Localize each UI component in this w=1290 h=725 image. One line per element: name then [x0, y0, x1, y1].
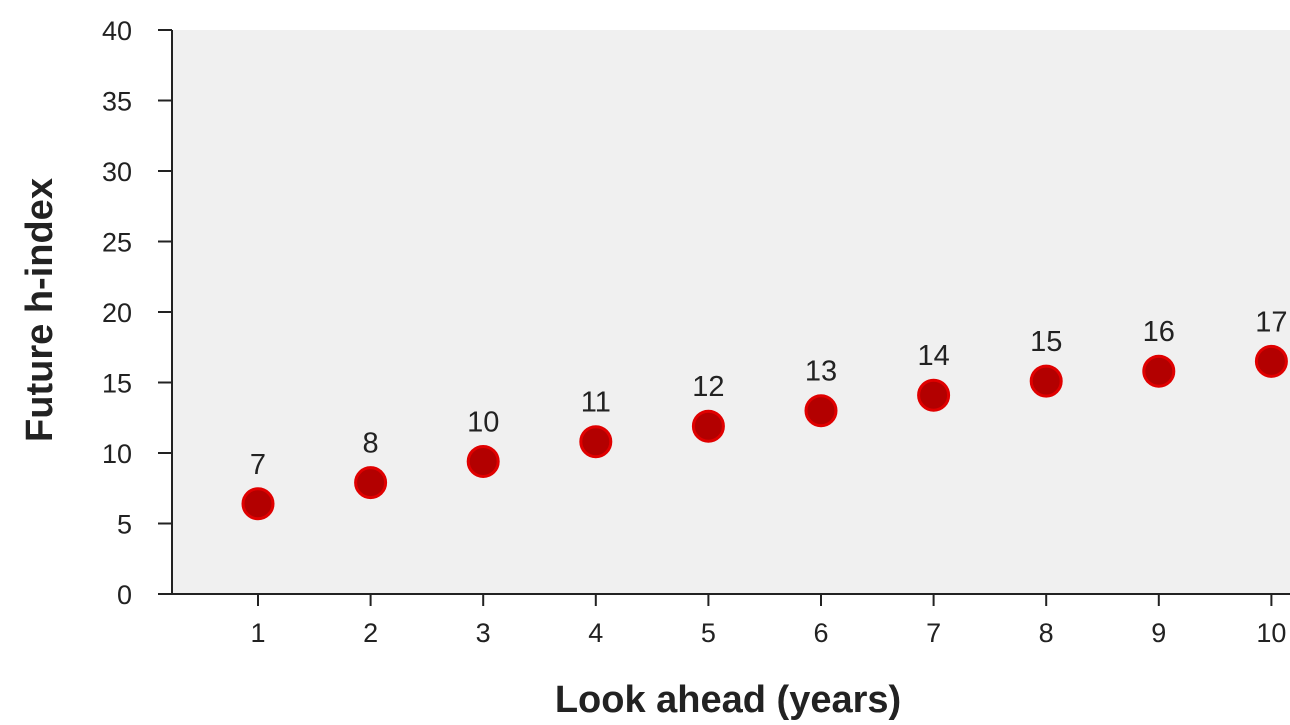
data-label: 8	[363, 428, 379, 460]
data-point	[579, 425, 613, 459]
y-tick-label: 15	[102, 369, 132, 399]
y-axis: 0 5 10 15 20 25 30 35 40	[102, 16, 172, 610]
data-label: 10	[467, 406, 499, 438]
data-label: 14	[917, 340, 949, 372]
data-point	[691, 409, 725, 443]
x-tick-label: 3	[476, 618, 491, 648]
x-tick-label: 5	[701, 618, 716, 648]
y-tick-label: 10	[102, 439, 132, 469]
y-tick-label: 40	[102, 16, 132, 46]
data-labels: 7 8 10 11 12 13 14 15 16 17	[250, 306, 1288, 480]
data-label: 17	[1255, 306, 1287, 338]
y-tick-label: 0	[117, 580, 132, 610]
x-tick-label: 4	[588, 618, 603, 648]
x-tick-label: 7	[926, 618, 941, 648]
data-point	[917, 378, 951, 412]
plot-background	[172, 30, 1290, 594]
data-label: 13	[805, 356, 837, 388]
x-tick-label: 10	[1256, 618, 1286, 648]
x-axis: 1 2 3 4 5 6 7 8 9 10	[250, 594, 1286, 648]
x-tick-label: 1	[250, 618, 265, 648]
data-point	[466, 444, 500, 478]
y-tick-label: 5	[117, 510, 132, 540]
data-label: 15	[1030, 326, 1062, 358]
x-tick-label: 8	[1039, 618, 1054, 648]
x-axis-title: Look ahead (years)	[555, 679, 901, 721]
data-label: 11	[581, 387, 611, 419]
x-tick-label: 2	[363, 618, 378, 648]
y-tick-label: 35	[102, 87, 132, 117]
y-tick-label: 25	[102, 228, 132, 258]
data-label: 7	[250, 449, 266, 481]
data-point	[1029, 364, 1063, 398]
x-tick-label: 9	[1151, 618, 1166, 648]
data-points	[241, 344, 1288, 521]
data-point	[241, 487, 275, 521]
data-point	[1254, 344, 1288, 378]
y-tick-label: 20	[102, 298, 132, 328]
data-point	[1142, 354, 1176, 388]
data-point	[354, 466, 388, 500]
data-point	[804, 394, 838, 428]
data-label: 16	[1143, 316, 1175, 348]
y-tick-label: 30	[102, 157, 132, 187]
x-tick-label: 6	[813, 618, 828, 648]
data-label: 12	[692, 371, 724, 403]
y-axis-title: Future h-index	[19, 178, 61, 442]
